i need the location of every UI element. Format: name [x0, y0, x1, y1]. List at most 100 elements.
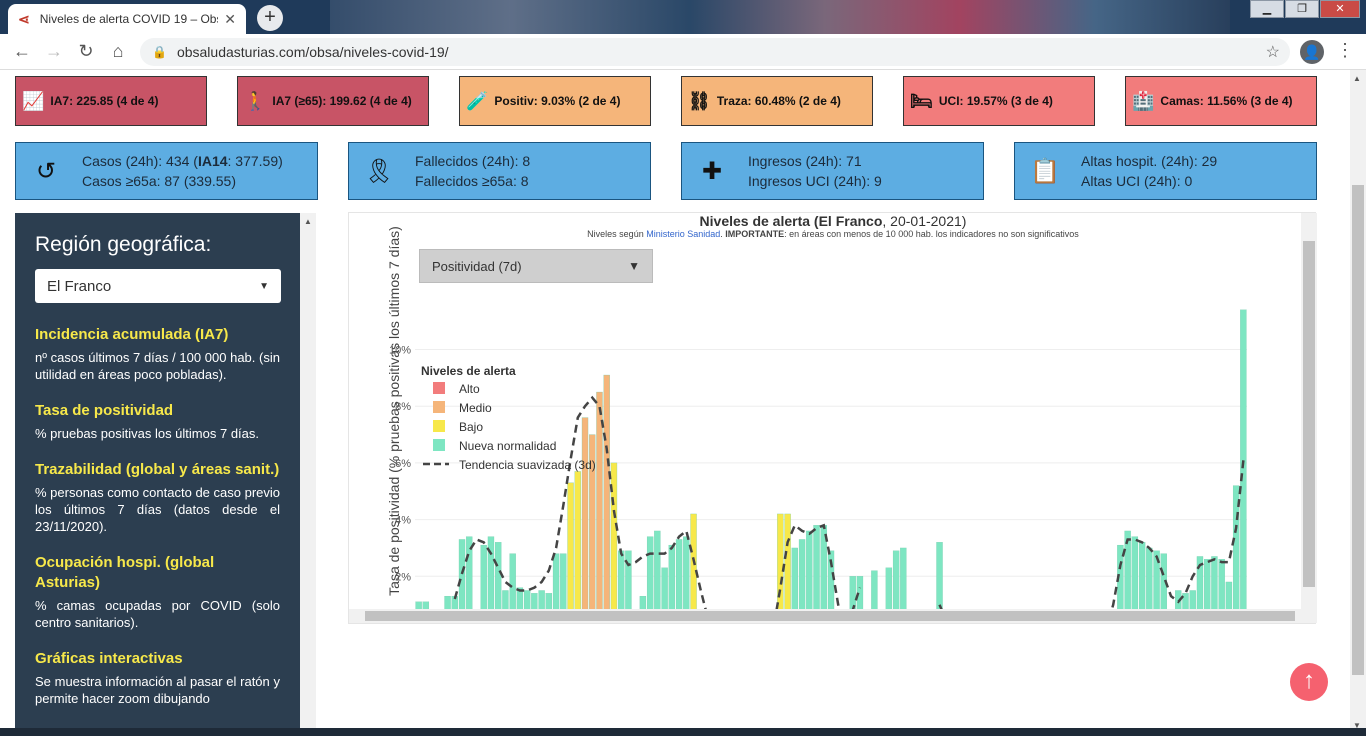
y-tick-label: 2%: [395, 571, 411, 583]
bar: [531, 593, 538, 609]
bar: [1211, 556, 1218, 609]
region-select-value: El Franco: [47, 277, 112, 295]
bar: [444, 595, 451, 609]
sidebar-scrollbar[interactable]: ▲: [300, 213, 316, 736]
browser-tabbar: ⋖ Niveles de alerta COVID 19 – Obsa ✕ + …: [0, 0, 1366, 34]
legend-title: Niveles de alerta: [421, 364, 516, 378]
bar: [516, 587, 524, 609]
bar: [545, 593, 553, 609]
bar: [596, 391, 603, 609]
bar: [900, 547, 907, 609]
address-bar[interactable]: 🔒 obsaludasturias.com/obsa/niveles-covid…: [140, 38, 1290, 66]
bar: [683, 536, 690, 609]
sidebar-section-text: % personas como contacto de caso previo …: [35, 485, 280, 534]
indicator-dropdown-value: Positividad (7d): [432, 258, 522, 274]
sidebar-section-title: Gráficas interactivas: [35, 650, 183, 667]
bar: [885, 567, 893, 609]
bar: [415, 601, 422, 609]
alert-level-text: Traza: 60.48% (2 de 4): [716, 94, 841, 108]
back-button[interactable]: ←: [13, 41, 31, 61]
tabbar-background: [330, 0, 1230, 34]
alert-level-box: 📈 IA7: 225.85 (4 de 4): [15, 76, 207, 126]
bar: [589, 434, 596, 609]
scroll-to-top-button[interactable]: ↑: [1290, 663, 1328, 701]
chart-plot[interactable]: 0%2%4%6%8%10%11-10-2018-10-2025-10-2001-…: [349, 213, 1317, 609]
indicator-dropdown[interactable]: Positividad (7d) ▼: [419, 249, 653, 283]
sidebar-section-text: % pruebas positivas los últimos 7 días.: [35, 426, 259, 441]
bar: [1160, 553, 1167, 609]
alert-level-box: ⛓ Traza: 60.48% (2 de 4): [681, 76, 873, 126]
bar: [806, 530, 813, 609]
sidebar-section-text: nº casos últimos 7 días / 100 000 hab. (…: [35, 350, 280, 382]
bar: [813, 525, 820, 609]
bar: [560, 553, 567, 609]
bar: [480, 544, 487, 609]
bar: [871, 570, 878, 609]
window-controls: ▁ ❐ ✕: [1249, 0, 1360, 18]
stat-line-1: Ingresos (24h): 71: [748, 153, 862, 169]
browser-toolbar: ← → ↻ ⌂ 🔒 obsaludasturias.com/obsa/nivel…: [0, 34, 1366, 70]
alert-level-box: 🛏 UCI: 19.57% (3 de 4): [903, 76, 1095, 126]
bar: [466, 536, 473, 609]
bar: [1240, 309, 1247, 609]
minimize-button[interactable]: ▁: [1250, 0, 1284, 18]
bar: [675, 539, 683, 609]
account-avatar-icon[interactable]: 👤: [1300, 40, 1324, 64]
chart-horizontal-scrollbar[interactable]: [349, 609, 1317, 623]
sidebar-sections: Incidencia acumulada (IA7) nº casos últim…: [35, 325, 280, 707]
lock-icon: 🔒: [152, 45, 167, 59]
bar: [777, 513, 784, 609]
daily-stat-box: ↺ Casos (24h): 434 (IA14: 377.59) Casos ≥6…: [15, 142, 318, 200]
url-text: obsaludasturias.com/obsa/niveles-covid-1…: [176, 44, 449, 60]
bar: [827, 550, 835, 609]
chart-subtitle: Niveles según Ministerio Sanidad. IMPORT…: [587, 229, 1079, 239]
maximize-button[interactable]: ❐: [1285, 0, 1319, 18]
bar: [1225, 581, 1233, 609]
sidebar-section-text: % camas ocupadas por COVID (solo centro …: [35, 598, 280, 630]
bar: [1117, 544, 1124, 609]
bar: [581, 417, 589, 609]
bookmark-star-icon[interactable]: ☆: [1265, 44, 1280, 61]
network-icon: ⛓: [688, 90, 711, 111]
sidebar-section-title: Tasa de positividad: [35, 402, 174, 419]
bar: [639, 595, 647, 609]
chart-panel: Niveles de alerta (El Franco, 20-01-2021…: [348, 212, 1317, 624]
forward-button[interactable]: →: [45, 41, 63, 61]
history-icon: ↺: [35, 157, 57, 185]
region-heading: Región geográfica:: [35, 233, 212, 256]
bar: [625, 550, 632, 609]
bar: [552, 553, 560, 609]
new-tab-button[interactable]: +: [257, 5, 283, 31]
stat-line-1: Fallecidos (24h): 8: [415, 153, 531, 169]
bar: [523, 590, 531, 609]
bar: [791, 547, 798, 609]
bar: [1131, 536, 1139, 609]
browser-tab[interactable]: ⋖ Niveles de alerta COVID 19 – Obsa ✕: [8, 4, 246, 34]
y-tick-label: 4%: [395, 515, 411, 527]
bar: [1138, 542, 1146, 609]
home-button[interactable]: ⌂: [112, 41, 124, 61]
page-scrollbar[interactable]: ▲ ▼: [1350, 70, 1366, 736]
bar: [1204, 559, 1211, 609]
close-window-button[interactable]: ✕: [1320, 0, 1360, 18]
bar: [487, 536, 495, 609]
browser-menu-icon[interactable]: ⋮: [1336, 40, 1354, 60]
region-select[interactable]: El Franco ▼: [35, 269, 281, 303]
bar: [654, 530, 661, 609]
bar: [1175, 590, 1182, 609]
reload-button[interactable]: ↻: [78, 41, 94, 61]
chart-vertical-scrollbar[interactable]: [1301, 213, 1317, 609]
close-tab-icon[interactable]: ✕: [224, 10, 236, 27]
legend-item-label: Bajo: [459, 420, 483, 434]
bar: [784, 513, 791, 609]
daily-stat-box: 📋 Altas hospit. (24h): 29 Altas UCI (24h):…: [1014, 142, 1317, 200]
y-tick-label: 10%: [389, 345, 411, 357]
stat-line-2: Casos ≥65a: 87 (339.55): [82, 173, 236, 189]
chevron-down-icon: ▼: [628, 259, 640, 273]
legend-swatch: [433, 439, 445, 451]
stat-line-2: Ingresos UCI (24h): 9: [748, 173, 882, 189]
alert-level-box: 🧪 Positiv: 9.03% (2 de 4): [459, 76, 651, 126]
alert-level-text: UCI: 19.57% (3 de 4): [938, 94, 1053, 108]
legend-swatch: [433, 401, 445, 413]
ministerio-link[interactable]: Ministerio Sanidad: [646, 229, 721, 239]
